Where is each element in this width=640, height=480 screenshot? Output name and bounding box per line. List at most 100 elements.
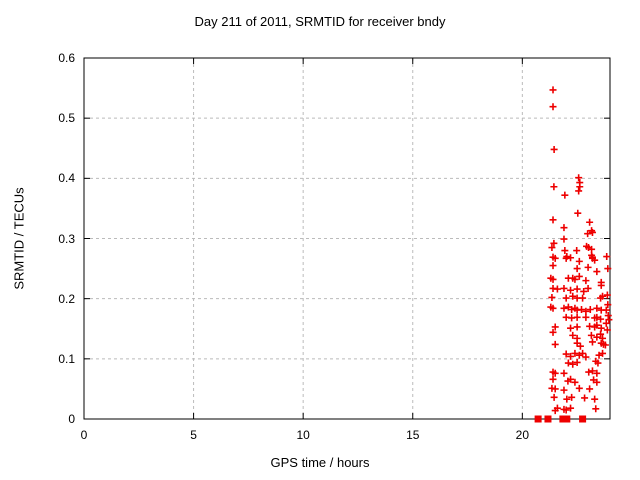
data-point-marker (575, 351, 583, 359)
data-point-marker (553, 285, 561, 293)
data-point-marker (601, 341, 609, 349)
data-point-marker (562, 294, 570, 302)
data-point-marker (575, 272, 583, 280)
data-point-marker (534, 415, 542, 423)
data-point-marker (551, 385, 559, 393)
data-point-marker (591, 395, 599, 403)
data-point-marker (588, 338, 596, 346)
data-point-marker (597, 330, 605, 338)
data-point-marker (603, 253, 611, 261)
data-point-marker (549, 328, 557, 336)
data-point-marker (568, 314, 576, 322)
data-point-marker (544, 415, 552, 423)
data-point-marker (550, 145, 558, 153)
data-point-marker (591, 256, 599, 264)
data-point-marker (597, 315, 605, 323)
x-tick-label: 20 (515, 428, 529, 442)
data-point-marker (603, 326, 611, 334)
data-point-marker (597, 324, 605, 332)
data-point-marker (549, 275, 557, 283)
data-point-marker (562, 406, 570, 414)
data-point-marker (551, 340, 559, 348)
data-point-marker (567, 404, 575, 412)
data-point-marker (586, 305, 594, 313)
data-point-marker (573, 323, 581, 331)
data-point-marker (603, 291, 611, 299)
x-tick-label: 0 (80, 428, 88, 442)
data-point-marker (602, 319, 610, 327)
data-point-marker (549, 375, 557, 383)
y-tick-label: 0.5 (58, 111, 75, 126)
data-point-marker (580, 287, 588, 295)
data-point-marker (584, 230, 592, 238)
data-point-marker (551, 323, 559, 331)
data-point-marker (551, 369, 559, 377)
y-tick-label: 0.4 (58, 171, 75, 186)
data-point-marker (568, 393, 576, 401)
data-point-marker (587, 331, 595, 339)
data-point-marker (584, 284, 592, 292)
data-point-marker (575, 257, 583, 265)
y-tick-label: 0.6 (58, 51, 75, 65)
data-point-marker (579, 415, 587, 423)
data-point-marker (561, 247, 569, 255)
data-point-marker (575, 187, 583, 195)
data-point-marker (549, 304, 557, 312)
data-point-marker (574, 209, 582, 217)
data-point-marker (560, 304, 568, 312)
data-point-marker (573, 265, 581, 273)
data-point-marker (569, 292, 577, 300)
data-point-marker (550, 239, 558, 247)
x-tick-label: 15 (406, 428, 420, 442)
data-point-marker (571, 275, 579, 283)
data-point-marker (599, 334, 607, 342)
data-point-marker (581, 394, 589, 402)
data-point-marker (585, 368, 593, 376)
x-tick-label: 5 (190, 428, 197, 442)
data-point-marker (549, 103, 557, 111)
data-point-marker (560, 369, 568, 377)
data-point-marker (569, 331, 577, 339)
data-point-marker (550, 393, 558, 401)
data-point-marker (593, 369, 601, 377)
data-point-marker (595, 351, 603, 359)
data-point-marker (562, 350, 570, 358)
y-tick-label: 0 (68, 412, 75, 426)
data-point-marker (588, 245, 596, 253)
data-point-marker (563, 415, 571, 423)
data-point-marker (550, 183, 558, 191)
data-point-marker (548, 244, 556, 252)
data-point-marker (571, 378, 579, 386)
data-point-marker (593, 378, 601, 386)
chart-title: Day 211 of 2011, SRMTID for receiver bnd… (194, 14, 446, 29)
data-point-marker (549, 262, 557, 270)
data-point-marker (594, 359, 602, 367)
data-point-marker (560, 224, 568, 232)
data-point-marker (605, 316, 613, 324)
data-point-marker (593, 304, 601, 312)
data-point-marker (593, 333, 601, 341)
data-point-marker (563, 395, 571, 403)
data-point-marker (548, 293, 556, 301)
data-point-marker (588, 367, 596, 375)
data-point-marker (591, 323, 599, 331)
data-point-marker (588, 228, 596, 236)
data-point-marker (586, 218, 594, 226)
x-axis-label: GPS time / hours (270, 455, 370, 470)
data-point-marker (604, 265, 612, 273)
data-point-marker (573, 247, 581, 255)
data-point-marker (567, 352, 575, 360)
data-point-marker (560, 386, 568, 394)
data-point-marker (564, 377, 572, 385)
data-point-marker (591, 314, 599, 322)
data-point-marker (604, 301, 612, 309)
x-tick-label: 10 (296, 428, 310, 442)
data-point-marker (564, 359, 572, 367)
data-point-marker (551, 407, 559, 415)
data-point-marker (549, 86, 557, 94)
data-point-marker (582, 307, 590, 315)
data-point-marker (559, 415, 567, 423)
data-point-marker (575, 384, 583, 392)
